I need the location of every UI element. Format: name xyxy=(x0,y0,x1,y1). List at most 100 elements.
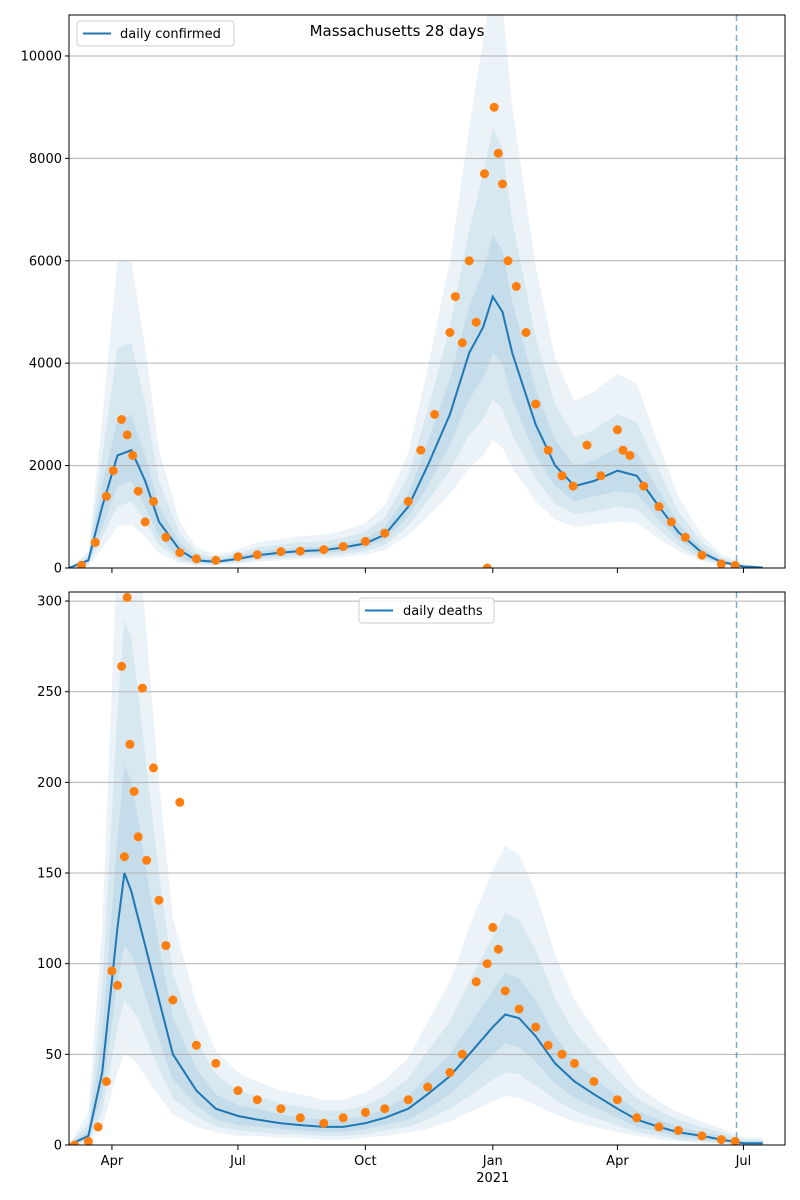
y-tick-label: 2000 xyxy=(29,459,62,474)
observed-point xyxy=(558,1050,567,1059)
observed-point xyxy=(134,487,143,496)
observed-point xyxy=(120,852,129,861)
observed-point xyxy=(458,1050,467,1059)
observed-point xyxy=(211,1059,220,1068)
observed-point xyxy=(570,1059,579,1068)
observed-point xyxy=(465,256,474,265)
observed-point xyxy=(531,1023,540,1032)
observed-point xyxy=(544,446,553,455)
observed-point xyxy=(94,1122,103,1131)
confirmed-legend: daily confirmed xyxy=(77,21,234,46)
y-tick-label: 50 xyxy=(45,1048,62,1063)
observed-point xyxy=(91,538,100,547)
observed-point xyxy=(155,896,164,905)
observed-point xyxy=(472,318,481,327)
observed-point xyxy=(175,798,184,807)
observed-point xyxy=(632,1113,641,1122)
observed-point xyxy=(296,547,305,556)
observed-point xyxy=(125,740,134,749)
observed-point xyxy=(480,169,489,178)
observed-point xyxy=(596,471,605,480)
observed-point xyxy=(339,542,348,551)
observed-point xyxy=(613,1095,622,1104)
x-tick-label: Apr xyxy=(606,1154,629,1169)
observed-point xyxy=(430,410,439,419)
observed-point xyxy=(569,482,578,491)
observed-point xyxy=(339,1113,348,1122)
observed-point xyxy=(380,529,389,538)
observed-point xyxy=(117,662,126,671)
observed-point xyxy=(717,559,726,568)
observed-point xyxy=(681,533,690,542)
observed-point xyxy=(404,1095,413,1104)
observed-point xyxy=(494,149,503,158)
y-tick-label: 300 xyxy=(37,595,62,610)
observed-point xyxy=(512,282,521,291)
y-tick-label: 0 xyxy=(54,562,62,577)
observed-point xyxy=(697,551,706,560)
observed-point xyxy=(149,497,158,506)
observed-point xyxy=(253,550,262,559)
observed-point xyxy=(149,763,158,772)
deaths-legend: daily deaths xyxy=(359,598,494,623)
observed-point xyxy=(423,1083,432,1092)
legend-label-daily-confirmed: daily confirmed xyxy=(120,27,221,42)
y-tick-label: 100 xyxy=(37,957,62,972)
observed-point xyxy=(416,446,425,455)
observed-point xyxy=(276,1104,285,1113)
observed-point xyxy=(134,832,143,841)
x-tick-label: Apr xyxy=(101,1154,124,1169)
observed-point xyxy=(589,1077,598,1086)
observed-point xyxy=(544,1041,553,1050)
observed-point xyxy=(117,415,126,424)
x-tick-year-label: 2021 xyxy=(476,1171,509,1186)
observed-point xyxy=(123,593,132,602)
y-tick-label: 0 xyxy=(54,1139,62,1154)
observed-point xyxy=(458,338,467,347)
observed-point xyxy=(192,1041,201,1050)
observed-point xyxy=(175,548,184,557)
observed-point xyxy=(697,1131,706,1140)
observed-point xyxy=(504,256,513,265)
observed-point xyxy=(380,1104,389,1113)
observed-point xyxy=(138,684,147,693)
observed-point xyxy=(490,103,499,112)
observed-point xyxy=(488,923,497,932)
x-tick-label: Oct xyxy=(354,1154,376,1169)
observed-point xyxy=(515,1005,524,1014)
observed-point xyxy=(558,471,567,480)
observed-point xyxy=(102,1077,111,1086)
observed-point xyxy=(107,966,116,975)
x-tick-label: Jul xyxy=(735,1154,752,1169)
observed-point xyxy=(192,554,201,563)
observed-point xyxy=(404,497,413,506)
observed-point xyxy=(113,981,122,990)
observed-point xyxy=(472,977,481,986)
observed-point xyxy=(276,547,285,556)
y-tick-label: 200 xyxy=(37,776,62,791)
observed-point xyxy=(142,856,151,865)
y-tick-label: 6000 xyxy=(29,254,62,269)
observed-point xyxy=(319,1119,328,1128)
observed-point xyxy=(451,292,460,301)
observed-point xyxy=(531,400,540,409)
observed-point xyxy=(234,1086,243,1095)
observed-point xyxy=(211,556,220,565)
observed-point xyxy=(361,537,370,546)
legend-label-daily-deaths: daily deaths xyxy=(403,604,483,619)
observed-point xyxy=(498,180,507,189)
observed-point xyxy=(667,517,676,526)
observed-point xyxy=(639,482,648,491)
observed-point xyxy=(234,552,243,561)
observed-point xyxy=(361,1108,370,1117)
observed-point xyxy=(141,517,150,526)
y-tick-label: 150 xyxy=(37,867,62,882)
observed-point xyxy=(102,492,111,501)
observed-point xyxy=(128,451,137,460)
chart-title: Massachusetts 28 days xyxy=(310,22,485,40)
observed-point xyxy=(161,941,170,950)
observed-point xyxy=(655,1122,664,1131)
observed-point xyxy=(445,1068,454,1077)
observed-point xyxy=(583,441,592,450)
